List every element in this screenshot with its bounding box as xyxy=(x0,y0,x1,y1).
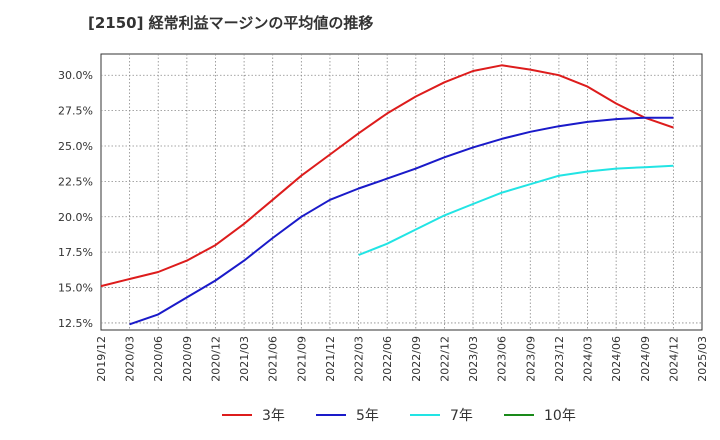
chart-title: [2150] 経常利益マージンの平均値の推移 xyxy=(88,14,374,32)
x-tick-label: 2021/12 xyxy=(324,336,337,382)
x-tick-label: 2020/09 xyxy=(181,336,194,382)
x-tick-label: 2020/06 xyxy=(152,336,165,382)
x-tick-label: 2023/09 xyxy=(524,336,537,382)
x-tick-label: 2021/09 xyxy=(295,336,308,382)
plot-area xyxy=(100,53,703,331)
legend-swatch xyxy=(410,414,440,416)
legend-label: 3年 xyxy=(262,408,285,424)
y-tick-label: 17.5% xyxy=(58,246,93,259)
legend-swatch xyxy=(222,414,252,416)
legend-item: 10年 xyxy=(504,402,576,428)
x-tick-label: 2020/12 xyxy=(209,336,222,382)
x-tick-label: 2022/12 xyxy=(438,336,451,382)
x-tick-label: 2024/12 xyxy=(667,336,680,382)
x-tick-label: 2024/03 xyxy=(582,336,595,382)
x-tick-label: 2020/03 xyxy=(124,336,137,382)
series-lines xyxy=(100,64,674,326)
y-tick-label: 25.0% xyxy=(58,140,93,153)
series-line-7年 xyxy=(358,164,674,256)
y-tick-label: 15.0% xyxy=(58,282,93,295)
x-tick-label: 2025/03 xyxy=(696,336,709,382)
x-tick-label: 2019/12 xyxy=(95,336,108,382)
x-tick-label: 2023/03 xyxy=(467,336,480,382)
y-tick-label: 20.0% xyxy=(58,211,93,224)
legend-item: 5年 xyxy=(316,402,379,428)
legend-label: 10年 xyxy=(544,408,576,424)
x-tick-label: 2022/03 xyxy=(353,336,366,382)
x-tick-label: 2023/12 xyxy=(553,336,566,382)
y-tick-label: 12.5% xyxy=(58,317,93,330)
x-tick-label: 2024/09 xyxy=(639,336,652,382)
legend-swatch xyxy=(316,414,346,416)
x-tick-label: 2021/03 xyxy=(238,336,251,382)
legend-swatch xyxy=(504,414,534,416)
grid-lines xyxy=(101,54,702,330)
y-tick-label: 22.5% xyxy=(58,175,93,188)
x-tick-label: 2022/09 xyxy=(410,336,423,382)
series-line-5年 xyxy=(129,116,674,326)
legend-label: 7年 xyxy=(450,408,473,424)
x-tick-label: 2024/06 xyxy=(610,336,623,382)
x-tick-label: 2023/06 xyxy=(496,336,509,382)
series-line-3年 xyxy=(100,64,674,288)
y-tick-label: 27.5% xyxy=(58,105,93,118)
x-axis-ticks: 2019/12 2020/03 2020/06 2020/09 2020/12 2021/… xyxy=(95,336,709,382)
legend-label: 5年 xyxy=(356,408,379,424)
line-chart: 12.5% 15.0% 17.5% 20.0% 22.5% 25.0% 27.5% 30.0%… xyxy=(58,53,709,382)
x-tick-label: 2021/06 xyxy=(267,336,280,382)
y-axis-ticks: 12.5% 15.0% 17.5% 20.0% 22.5% 25.0% 27.5% 30.0% xyxy=(58,69,93,330)
y-tick-label: 30.0% xyxy=(58,69,93,82)
legend-item: 7年 xyxy=(410,402,473,428)
legend-item: 3年 xyxy=(222,402,285,428)
x-tick-label: 2022/06 xyxy=(381,336,394,382)
legend: 3年 5年 7年 10年 xyxy=(0,402,720,428)
